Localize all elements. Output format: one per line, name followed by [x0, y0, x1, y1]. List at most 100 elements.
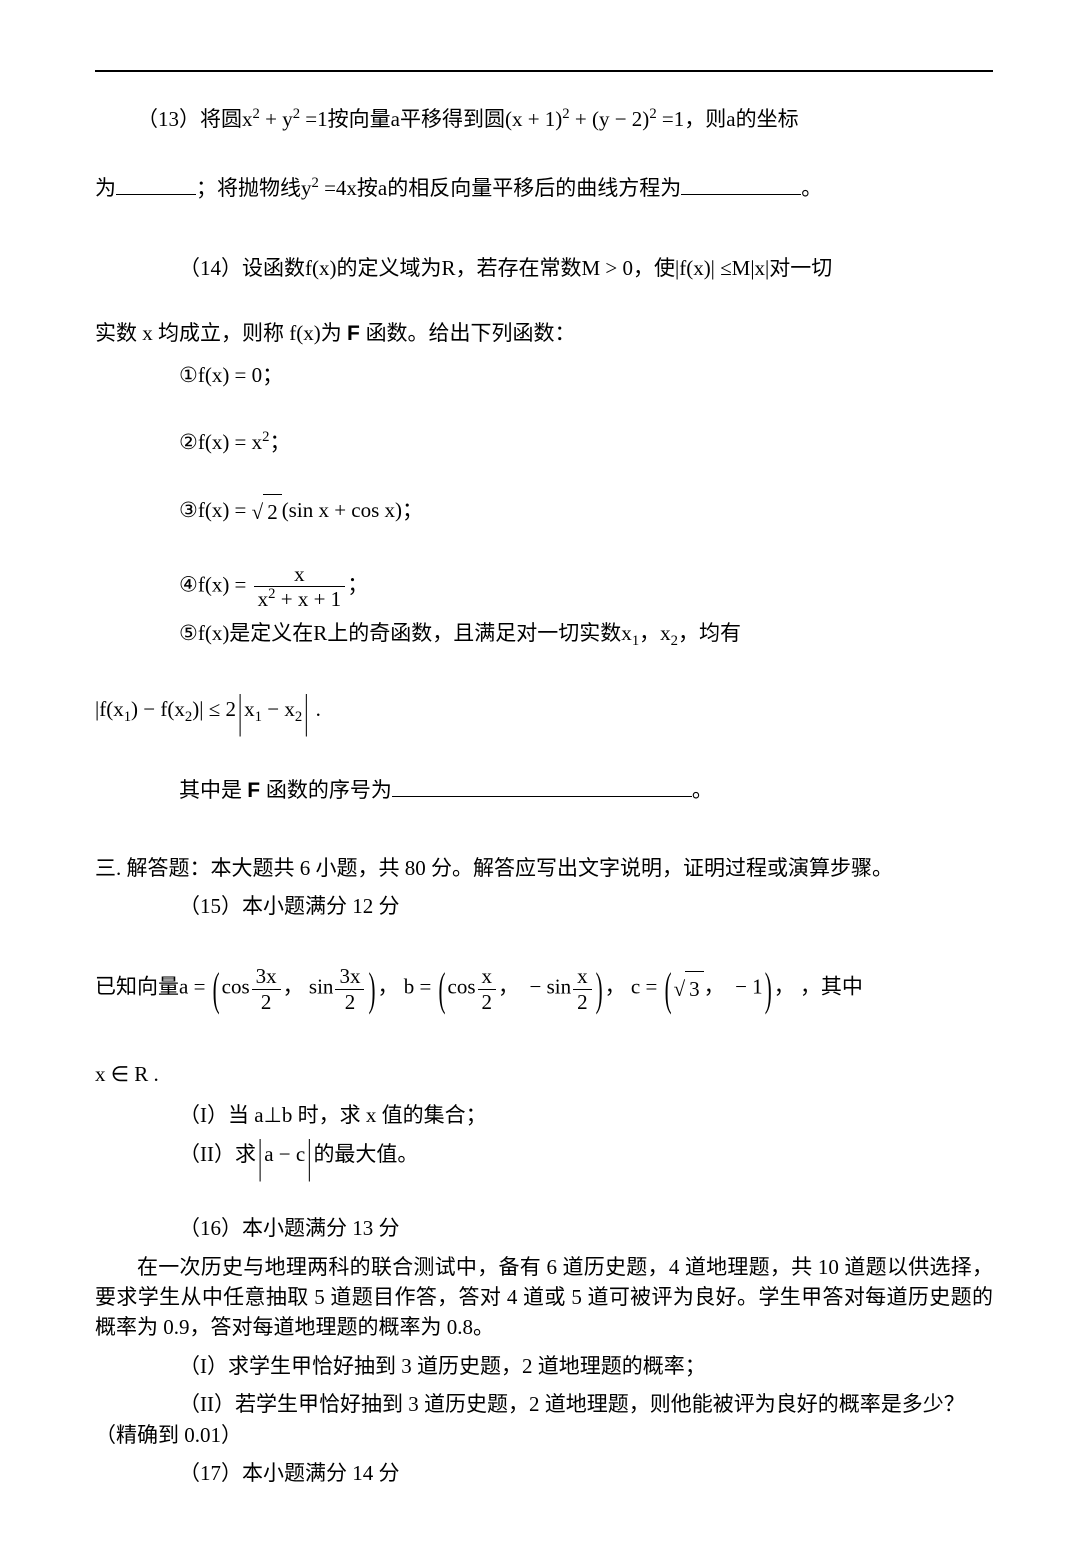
f-bold-1: F [347, 322, 360, 345]
q13-eq1b: + (y − 2) [570, 107, 650, 131]
q15-domain: x ∈ R . [95, 1057, 993, 1093]
q15-cos1: cos [222, 975, 250, 999]
q14-i4a: ④f(x) = [179, 572, 252, 596]
fx2b-den: 2 [573, 990, 592, 1013]
q15-part-i: （I）当 a⊥b 时，求 x 值的集合； [179, 1100, 993, 1130]
f32b-num: 3x [335, 965, 364, 989]
q14-tail-c: 。 [692, 778, 713, 802]
q14-i1: ①f(x) = 0； [179, 363, 283, 387]
q15-post: ，其中 [800, 975, 863, 999]
q16-head: （16）本小题满分 13 分 [179, 1213, 993, 1243]
q16-para-text: 在一次历史与地理两科的联合测试中，备有 6 道历史题，4 道地理题，共 10 道… [95, 1255, 993, 1340]
fr4-den: x2 + x + 1 [254, 587, 346, 610]
fx2a-den: 2 [478, 990, 497, 1013]
f32b-den: 2 [335, 990, 364, 1013]
q14-tail-a: 其中是 [179, 778, 247, 802]
q13-line2: 为 ；将抛物线y2 =4x按a的相反向量平移后的曲线方程为 。 [95, 170, 993, 207]
fraction-icon: xx2 + x + 1 [254, 563, 346, 610]
fraction-x2-b: x2 [573, 965, 592, 1012]
q14-item-3: ③f(x) = √2(sin x + cos x)； [179, 493, 993, 531]
q14-i2sup: 2 [262, 429, 269, 445]
q13-y: y [282, 107, 293, 131]
q14-i3b: (sin x + cos x)； [282, 498, 423, 522]
q13-line1: （13）将圆x2 + y2 =1按向量a平移得到圆(x + 1)2 + (y −… [95, 102, 993, 138]
comma-3: ， [498, 975, 519, 999]
sqrt-3-icon: √3 [674, 971, 704, 1008]
q13-eq1: =1按向量a平移得到圆(x + 1) [300, 107, 562, 131]
blank-2 [681, 170, 801, 195]
ineq-e: − x [262, 697, 295, 721]
sqrt-icon: √2 [252, 494, 282, 531]
q13-plus1: + [260, 107, 282, 131]
comma-5: ， [704, 975, 725, 999]
fr4-sup: 2 [268, 586, 275, 602]
q14-line1: （14）设函数f(x)的定义域为R，若存在常数M > 0，使|f(x)| ≤M|… [95, 251, 993, 287]
comma-1: ， [283, 975, 304, 999]
q14-i4b: ； [347, 572, 368, 596]
q14-i5c: ，均有 [678, 621, 741, 645]
ineq-b: ) − f(x [131, 697, 185, 721]
q15-II-b: a − c [264, 1142, 305, 1166]
q14-tail-b: 函数的序号为 [261, 778, 392, 802]
q14-tail: 其中是 F 函数的序号为 。 [179, 772, 993, 809]
f-bold-2: F [247, 779, 260, 802]
q16-head-text: （16）本小题满分 13 分 [179, 1216, 400, 1240]
fx2b-num: x [573, 965, 592, 989]
q14-prefix: （14）设函数f(x)的定义域为R，若存在常数M > 0，使|f(x)| ≤M|… [179, 256, 832, 280]
q16-para: 在一次历史与地理两科的联合测试中，备有 6 道历史题，4 道地理题，共 10 道… [95, 1252, 993, 1343]
q13-sup3: 2 [562, 106, 569, 122]
blank-1 [116, 170, 196, 195]
q13-text-1: （13）将圆 [137, 107, 242, 131]
q17-head-text: （17）本小题满分 14 分 [179, 1461, 400, 1485]
q14-sub2: 2 [671, 633, 678, 649]
q15-pre: 已知向量a = [95, 975, 211, 999]
q13-l2d: 。 [801, 176, 822, 200]
fraction-3x2-b: 3x2 [335, 965, 364, 1012]
q14-line2: 实数 x 均成立，则称 f(x)为 F 函数。给出下列函数： [95, 318, 993, 349]
q15-head-text: （15）本小题满分 12 分 [179, 894, 400, 918]
fr4-den-a: x [258, 587, 269, 611]
q15-c2: − 1 [730, 975, 763, 999]
sqrt3-rad: 3 [685, 971, 704, 1008]
q13-sup2: 2 [293, 106, 300, 122]
q15-c-label: c = [631, 975, 663, 999]
q13-x: x [242, 107, 253, 131]
ineq-d: x [244, 697, 255, 721]
fr4-den-b: + x + 1 [276, 587, 342, 611]
sqrt-sign-1: √ [252, 500, 264, 524]
q14-item-1: ①f(x) = 0； [179, 358, 993, 394]
q13-l2a: 为 [95, 176, 116, 200]
ineq-a: |f(x [95, 697, 124, 721]
ineq-s4: 2 [295, 709, 302, 725]
q14-i2a: ②f(x) = x [179, 430, 262, 454]
q14-inequality: |f(x1) − f(x2)| ≤ 2|x1 − x2| . [95, 692, 993, 728]
q14-item-5: ⑤f(x)是定义在R上的奇函数，且满足对一切实数x1，x2，均有 [179, 618, 993, 648]
q15-vectors: 已知向量a = (cos3x2， sin3x2)， b = (cosx2， − … [95, 965, 993, 1012]
q15-cos2: cos [448, 975, 476, 999]
q16-part-i: （I）求学生甲恰好抽到 3 道历史题，2 道地理题的概率； [179, 1351, 993, 1381]
blank-3 [392, 772, 692, 797]
q15-part-ii: （II）求|a − c|的最大值。 [179, 1139, 993, 1169]
f32a-num: 3x [252, 965, 281, 989]
q13-sup4: 2 [649, 106, 656, 122]
q14-i5b: ，x [639, 621, 671, 645]
ineq-f: . [310, 697, 321, 721]
q17-head: （17）本小题满分 14 分 [179, 1458, 993, 1488]
q14-l2a: 实数 x 均成立，则称 f(x)为 [95, 321, 347, 345]
q13-l2c: =4x按a的相反向量平移后的曲线方程为 [319, 176, 681, 200]
q13-sup5: 2 [312, 175, 319, 191]
comma-4: ， [605, 975, 626, 999]
q14-i5a: ⑤f(x)是定义在R上的奇函数，且满足对一切实数x [179, 621, 632, 645]
q15-II-c: 的最大值。 [313, 1142, 418, 1166]
q13-l2b: ；将抛物线y [196, 176, 312, 200]
exam-page: （13）将圆x2 + y2 =1按向量a平移得到圆(x + 1)2 + (y −… [0, 0, 1088, 1557]
q15-sin2: − sin [524, 975, 571, 999]
ineq-s3: 1 [255, 709, 262, 725]
q16-II-text: （II）若学生甲恰好抽到 3 道历史题，2 道地理题，则他能被评为良好的概率是多… [95, 1392, 965, 1446]
q14-item-4: ④f(x) = xx2 + x + 1； [179, 563, 993, 610]
comma-2: ， [377, 975, 398, 999]
q15-domain-text: x ∈ R . [95, 1062, 159, 1086]
q13-eq1c: =1，则a的坐标 [657, 107, 799, 131]
q13-sup1: 2 [253, 106, 260, 122]
q14-l2b: 函数。给出下列函数： [360, 321, 575, 345]
